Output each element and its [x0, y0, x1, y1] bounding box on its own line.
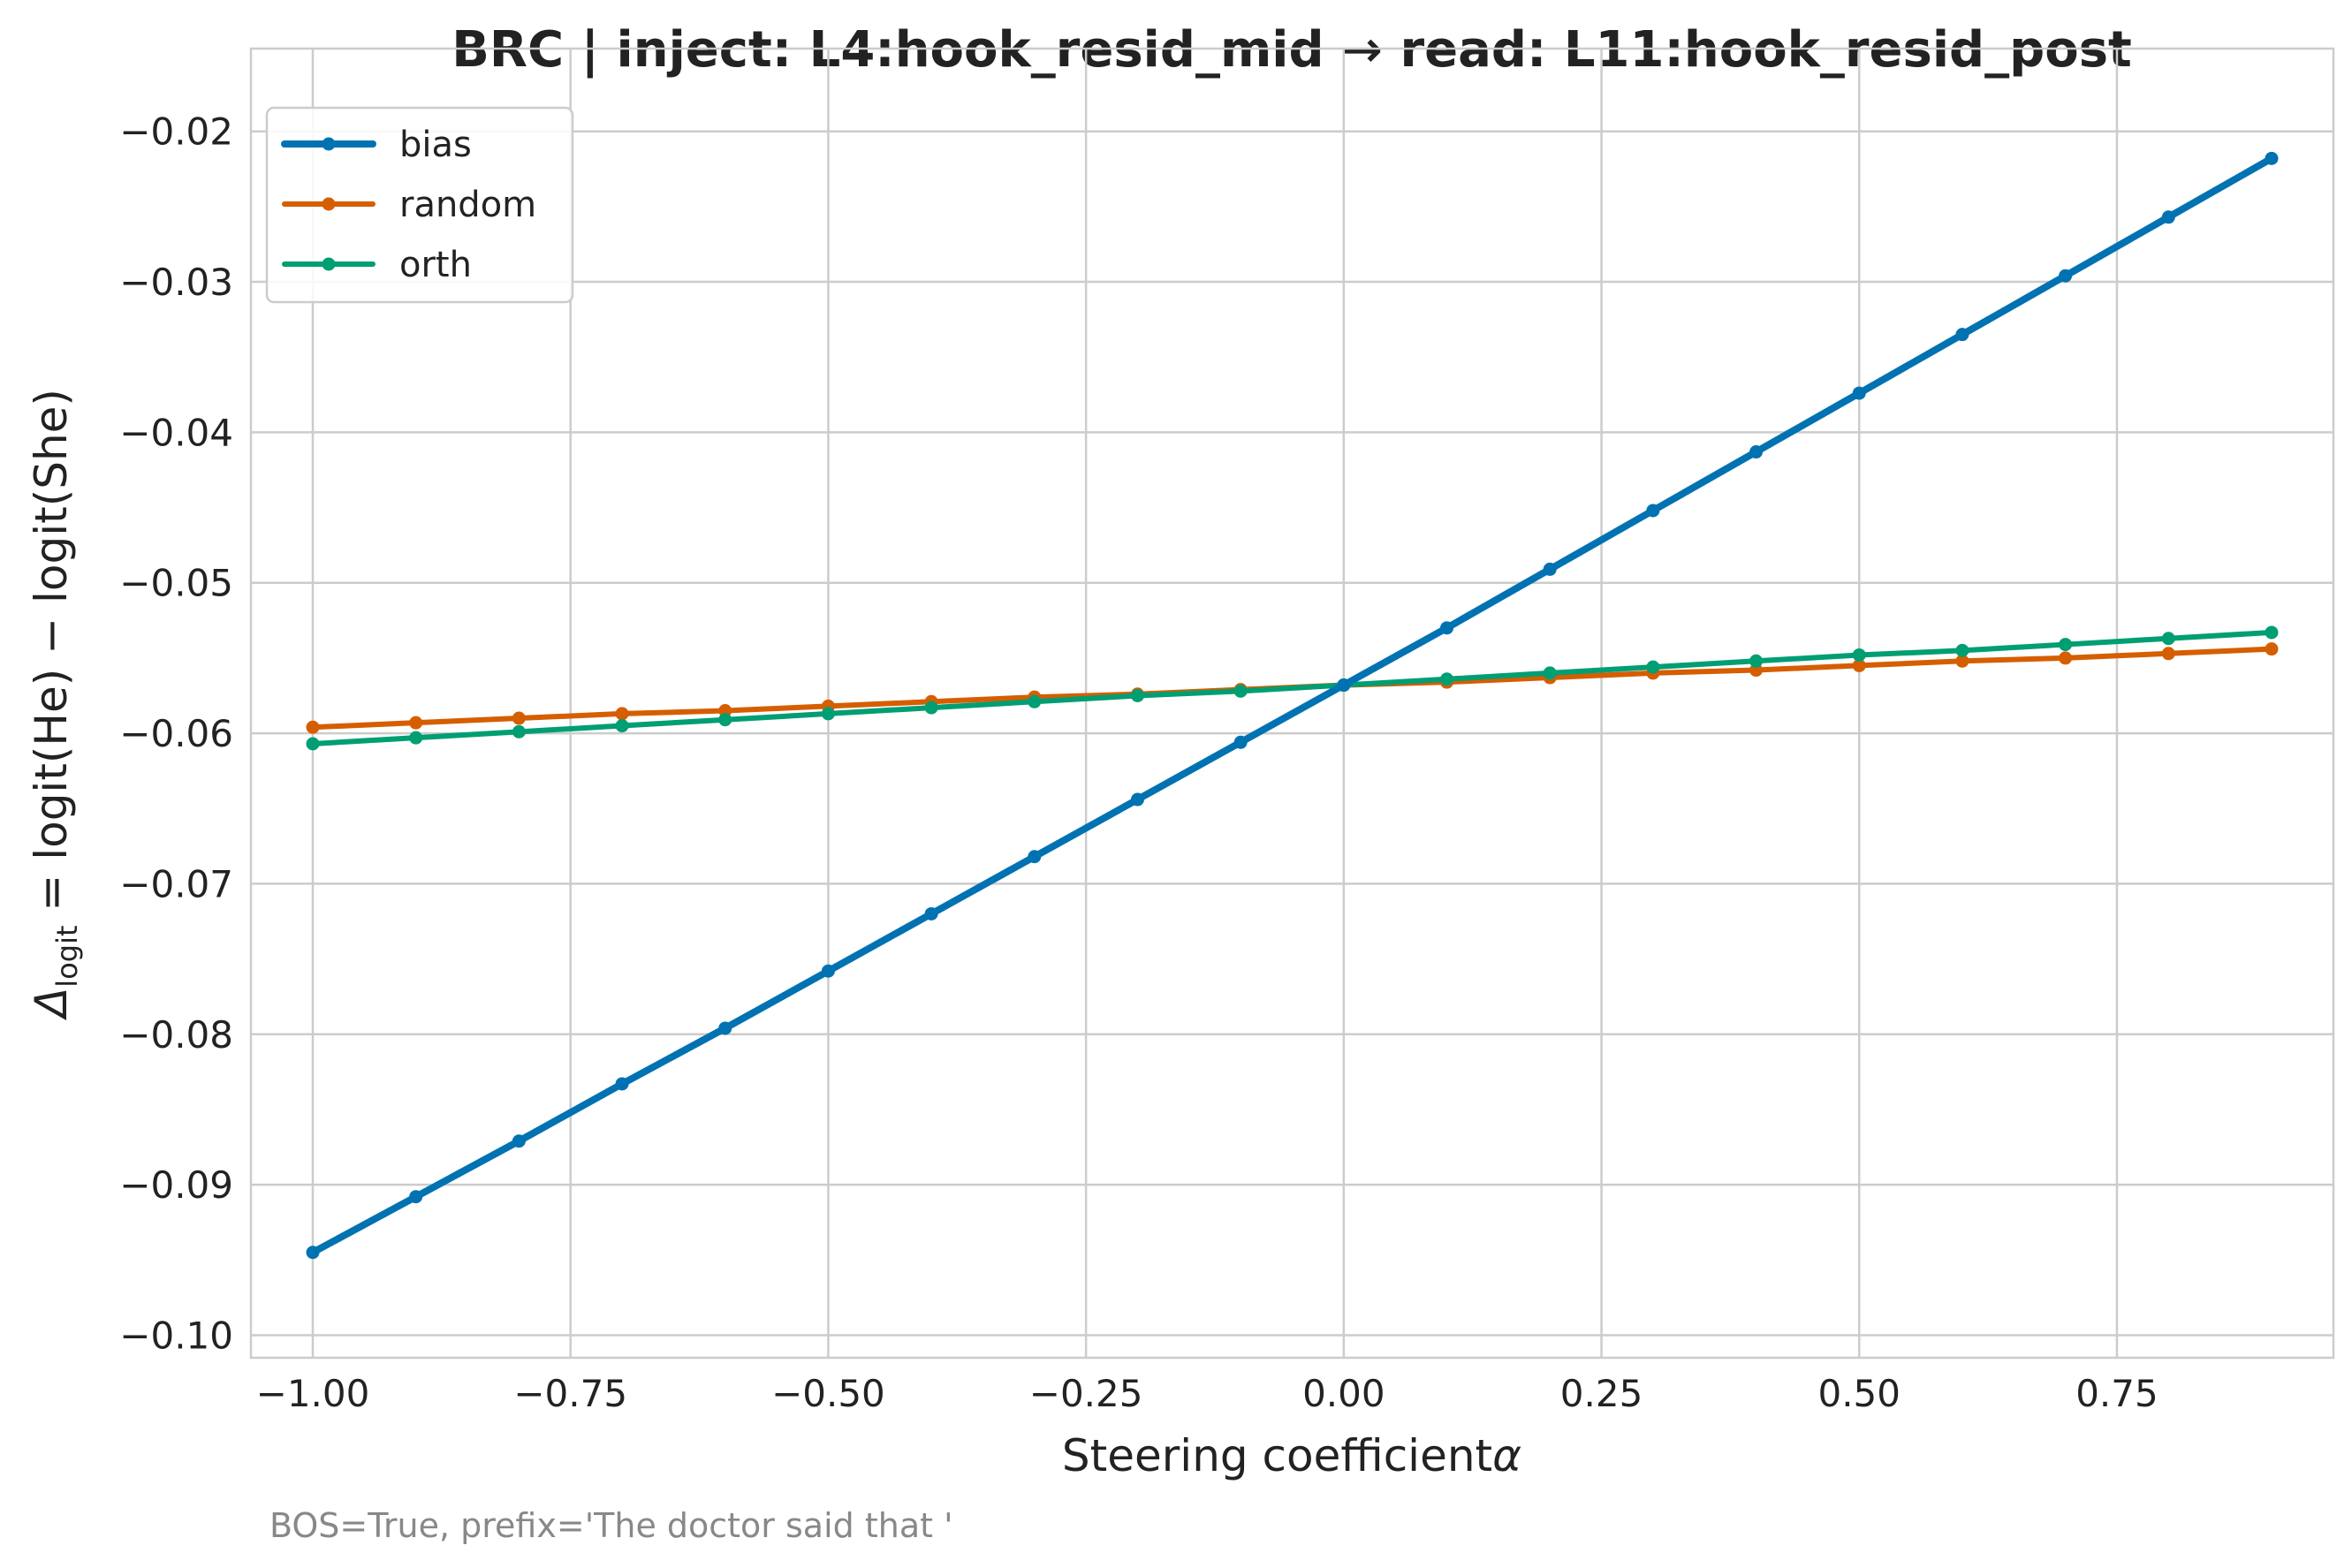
x-tick-label: 0.50: [1817, 1372, 1901, 1415]
y-tick-label: −0.08: [119, 1013, 233, 1057]
x-axis-label-text: Steering coefficient: [1062, 1430, 1492, 1481]
data-point-random: [1852, 658, 1866, 672]
x-axis-symbol: α: [1492, 1430, 1521, 1481]
x-axis-label: Steering coefficientα: [1062, 1430, 1521, 1481]
grid: [251, 49, 2333, 1358]
data-point-bias: [1028, 850, 1042, 864]
x-tick-labels: −1.00 −0.75 −0.50 −0.25 0.00 0.25 0.50 0.75: [256, 1372, 2159, 1415]
data-point-orth: [2161, 632, 2175, 646]
data-point-bias: [306, 1246, 320, 1260]
legend-box: [265, 106, 574, 304]
data-point-random: [2265, 642, 2279, 656]
legend-item-random: random: [282, 185, 536, 225]
data-point-bias: [821, 964, 835, 978]
caption: BOS=True, prefix='The doctor said that ': [269, 1506, 953, 1545]
data-point-bias: [2161, 210, 2175, 224]
series-layer: [306, 151, 2279, 1260]
y-tick-labels: −0.10 −0.09 −0.08 −0.07 −0.06 −0.05 −0.04 −0.03…: [119, 110, 233, 1358]
data-point-bias: [1130, 792, 1144, 807]
data-point-bias: [615, 1077, 629, 1091]
data-point-bias: [512, 1134, 526, 1148]
data-point-bias: [1955, 328, 1969, 342]
data-point-bias: [409, 1190, 423, 1204]
x-tick-label: −0.75: [513, 1372, 627, 1415]
data-point-bias: [1646, 504, 1660, 518]
y-tick-label: −0.03: [119, 261, 233, 304]
y-axis-label: Δlogit = logit(He) − logit(She): [26, 389, 84, 1021]
data-point-random: [2059, 651, 2073, 665]
data-point-random: [1955, 654, 1969, 668]
x-tick-label: −0.25: [1029, 1372, 1143, 1415]
data-point-random: [2161, 647, 2175, 661]
data-point-orth: [821, 707, 835, 721]
y-tick-label: −0.06: [119, 712, 233, 755]
data-point-random: [512, 711, 526, 725]
data-point-random: [306, 720, 320, 734]
data-point-orth: [1130, 688, 1144, 702]
x-tick-label: 0.00: [1302, 1372, 1385, 1415]
data-point-orth: [2059, 638, 2073, 652]
legend-label-orth: orth: [399, 245, 472, 285]
legend-label-bias: bias: [399, 125, 472, 165]
y-tick-label: −0.02: [119, 110, 233, 154]
y-tick-label: −0.05: [119, 562, 233, 605]
data-point-bias: [1543, 562, 1557, 576]
legend-label-random: random: [399, 185, 536, 225]
series-line-bias: [309, 155, 2275, 1256]
data-point-orth: [924, 701, 938, 715]
legend-item-bias: bias: [281, 125, 472, 165]
y-tick-label: −0.10: [119, 1314, 233, 1357]
data-point-orth: [306, 737, 320, 751]
data-point-bias: [1337, 678, 1351, 693]
y-tick-label: −0.07: [119, 862, 233, 905]
data-point-orth: [1028, 694, 1042, 708]
data-point-orth: [2265, 625, 2279, 640]
series-line-orth: [310, 629, 2274, 746]
data-point-bias: [718, 1021, 732, 1035]
legend-item-orth: orth: [282, 245, 472, 285]
data-point-orth: [1646, 660, 1660, 674]
data-point-random: [409, 716, 423, 730]
plot-frame: [249, 47, 2335, 1360]
data-point-orth: [1749, 654, 1764, 668]
data-point-bias: [1749, 445, 1764, 459]
data-point-orth: [1852, 648, 1866, 662]
data-point-bias: [2265, 151, 2279, 165]
data-point-bias: [1852, 386, 1866, 400]
y-tick-label: −0.09: [119, 1163, 233, 1207]
data-point-orth: [512, 724, 526, 739]
data-point-bias: [2059, 269, 2073, 283]
x-tick-label: −0.50: [771, 1372, 885, 1415]
x-tick-label: 0.25: [1560, 1372, 1643, 1415]
data-point-orth: [1440, 672, 1454, 686]
y-axis-subscript: logit: [50, 925, 84, 987]
data-point-orth: [409, 731, 423, 745]
data-point-orth: [1543, 666, 1557, 680]
x-tick-label: −1.00: [256, 1372, 370, 1415]
series-bias: [306, 151, 2279, 1260]
data-point-bias: [1233, 735, 1248, 749]
y-axis-delta: Δ: [26, 988, 77, 1021]
x-tick-label: 0.75: [2075, 1372, 2159, 1415]
series-orth: [306, 625, 2279, 751]
y-tick-label: −0.04: [119, 411, 233, 454]
data-point-orth: [1955, 643, 1969, 657]
data-point-random: [615, 707, 629, 721]
data-point-orth: [615, 719, 629, 733]
data-point-orth: [718, 713, 732, 727]
y-axis-label-rest: = logit(He) − logit(She): [26, 389, 77, 925]
data-point-bias: [1440, 621, 1454, 635]
data-point-bias: [924, 906, 938, 920]
legend-marker-random: [322, 197, 336, 211]
chart-title: BRC | inject: L4:hook_resid_mid → read: …: [451, 21, 2132, 79]
data-point-orth: [1233, 684, 1248, 698]
legend: bias random orth: [265, 106, 574, 304]
legend-marker-orth: [322, 257, 336, 271]
legend-marker-bias: [322, 137, 336, 151]
